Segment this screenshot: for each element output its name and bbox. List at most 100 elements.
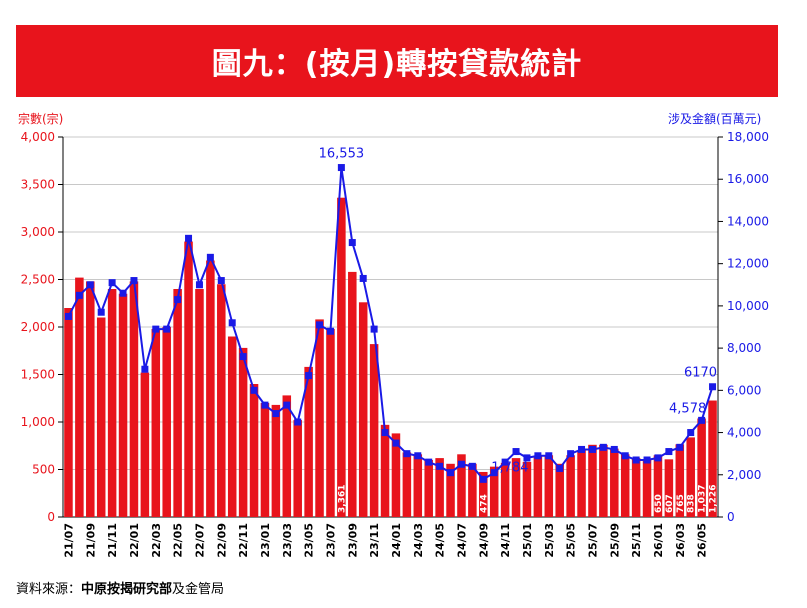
line-point (523, 454, 531, 462)
line-point (348, 239, 356, 247)
bar (697, 418, 706, 517)
bar (326, 328, 335, 517)
line-point (250, 386, 258, 394)
x-tick-label: 23/03 (281, 523, 294, 558)
bar (413, 454, 423, 517)
line-point (326, 327, 334, 335)
bar (217, 284, 226, 517)
line-point (479, 475, 487, 483)
line-point (272, 410, 280, 418)
bar (391, 433, 401, 517)
line-point (217, 277, 225, 285)
line-point (599, 443, 607, 451)
line-point (294, 418, 302, 426)
line-point (75, 291, 83, 299)
bar (588, 444, 597, 517)
line-point (108, 279, 116, 287)
line-point (381, 429, 389, 437)
line-point (163, 325, 171, 333)
chart-title: 圖九：(按月)轉按貸款統計 (211, 47, 583, 82)
bar (675, 444, 685, 517)
left-tick-label: 3,000 (21, 225, 55, 239)
line-point (97, 308, 105, 316)
bar-label: 607 (665, 494, 675, 513)
x-tick-label: 25/11 (630, 523, 643, 558)
bar (533, 456, 543, 517)
bar (479, 471, 488, 517)
line-point (545, 452, 553, 460)
line-point (64, 312, 72, 320)
line-point (206, 253, 214, 261)
source-prefix: 資料來源： (16, 582, 82, 597)
x-tick-label: 21/09 (84, 523, 97, 558)
x-tick-label: 23/07 (324, 523, 337, 558)
x-tick-label: 23/09 (346, 523, 359, 558)
bar (140, 372, 150, 517)
line-point (152, 325, 160, 333)
bar (457, 454, 466, 517)
right-tick-label: 2,000 (727, 468, 761, 482)
line-annotation: 1,784 (491, 460, 528, 475)
x-tick-label: 24/11 (499, 523, 512, 558)
bar (686, 437, 695, 517)
bar (577, 450, 586, 517)
right-tick-label: 8,000 (727, 341, 761, 355)
line-point (534, 452, 542, 460)
bar (402, 452, 412, 517)
bar (358, 302, 368, 517)
bar (249, 384, 259, 517)
bar (424, 460, 433, 517)
bar-label: 765 (676, 494, 686, 513)
line-point (130, 277, 138, 285)
line-point (414, 452, 422, 460)
x-tick-label: 26/05 (696, 523, 709, 558)
bar (129, 281, 139, 517)
line-annotation: 6170 (684, 366, 717, 381)
line-point (468, 462, 476, 470)
x-tick-label: 22/11 (237, 523, 250, 558)
right-tick-label: 0 (727, 510, 735, 524)
bar (511, 458, 521, 517)
bar (315, 319, 324, 517)
bar (566, 455, 575, 517)
right-tick-label: 16,000 (727, 172, 769, 186)
bar (206, 260, 215, 517)
source-note: 資料來源：中原按揭研究部及金管局 (16, 578, 224, 597)
right-tick-label: 12,000 (727, 257, 769, 271)
bar (489, 466, 499, 517)
bar (708, 400, 717, 517)
left-tick-label: 2,500 (21, 273, 55, 287)
bar (162, 327, 171, 517)
line-point (195, 281, 203, 289)
bar (522, 461, 532, 517)
line-point (643, 456, 651, 464)
bar (337, 197, 346, 517)
line-point (457, 460, 465, 468)
bar (86, 281, 95, 517)
bar-label: 474 (479, 494, 489, 513)
bar (64, 308, 73, 517)
line-point (283, 401, 291, 409)
x-tick-label: 25/03 (543, 523, 556, 558)
source-suffix: 及金管局 (172, 582, 225, 597)
line-point (588, 445, 596, 453)
left-tick-label: 2,000 (21, 320, 55, 334)
x-tick-label: 22/09 (215, 523, 228, 558)
line-point (174, 296, 182, 304)
bar (664, 459, 674, 517)
line-point (392, 439, 400, 447)
x-tick-label: 21/07 (62, 523, 75, 558)
line-annotation: 16,553 (319, 147, 365, 162)
bar (380, 424, 390, 517)
x-tick-label: 24/07 (455, 523, 468, 558)
bar-label: 838 (687, 494, 697, 513)
line-point (654, 454, 662, 462)
bar (642, 460, 652, 517)
bar (96, 317, 106, 517)
line-point (141, 365, 149, 373)
x-tick-label: 26/03 (674, 523, 687, 558)
line-point (687, 429, 695, 437)
line-point (403, 450, 411, 458)
left-tick-label: 0 (47, 510, 55, 524)
